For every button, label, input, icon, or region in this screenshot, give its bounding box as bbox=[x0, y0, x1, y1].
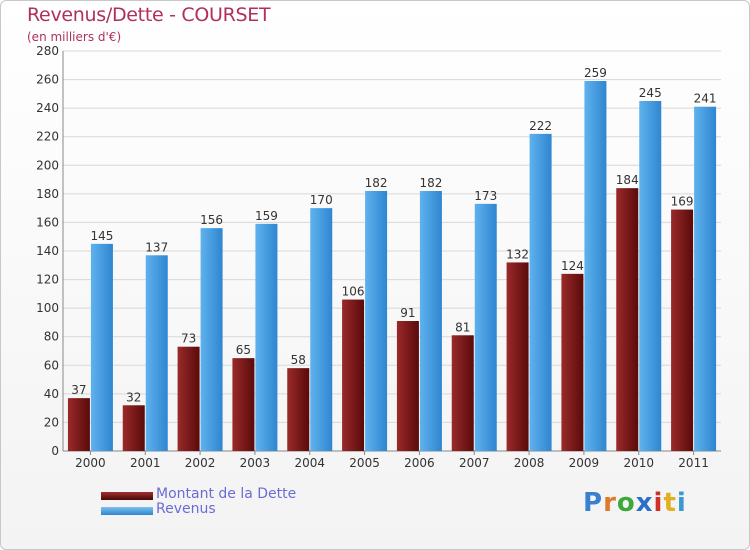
y-tick-label: 100 bbox=[36, 301, 59, 315]
bar-dette bbox=[342, 299, 365, 451]
data-label-dette: 184 bbox=[616, 173, 639, 187]
data-label-dette: 124 bbox=[561, 259, 584, 273]
data-label-dette: 73 bbox=[181, 332, 196, 346]
y-tick-label: 280 bbox=[36, 44, 59, 58]
data-label-revenus: 156 bbox=[200, 213, 223, 227]
data-label-dette: 106 bbox=[342, 285, 365, 299]
y-tick-label: 80 bbox=[44, 330, 59, 344]
y-tick-label: 40 bbox=[44, 387, 59, 401]
chart-title: Revenus/Dette - COURSET bbox=[27, 4, 271, 26]
logo-letter: P bbox=[583, 488, 604, 518]
y-tick-label: 0 bbox=[51, 444, 59, 458]
x-tick-label: 2003 bbox=[240, 456, 271, 470]
x-tick-label: 2009 bbox=[569, 456, 600, 470]
bar-dette bbox=[232, 358, 255, 451]
data-label-revenus: 173 bbox=[474, 189, 497, 203]
bar-dette bbox=[287, 368, 310, 451]
x-tick-label: 2010 bbox=[623, 456, 654, 470]
data-label-dette: 65 bbox=[236, 343, 251, 357]
legend-label-dette: Montant de la Dette bbox=[156, 486, 297, 502]
x-tick-label: 2011 bbox=[678, 456, 709, 470]
x-tick-label: 2000 bbox=[75, 456, 106, 470]
data-label-dette: 132 bbox=[506, 247, 529, 261]
bar-dette bbox=[506, 262, 529, 451]
x-tick-label: 2002 bbox=[185, 456, 216, 470]
chart-subtitle: (en milliers d'€) bbox=[27, 30, 122, 44]
data-label-dette: 58 bbox=[291, 353, 306, 367]
bar-revenus bbox=[365, 191, 388, 451]
x-tick-label: 2001 bbox=[130, 456, 161, 470]
data-label-revenus: 159 bbox=[255, 209, 278, 223]
legend-swatch-revenus bbox=[101, 507, 153, 515]
bar-revenus bbox=[694, 106, 717, 451]
data-label-revenus: 170 bbox=[310, 193, 333, 207]
y-tick-label: 260 bbox=[36, 73, 59, 87]
bar-revenus bbox=[255, 223, 278, 451]
bar-revenus bbox=[529, 133, 552, 451]
logo-letter: t bbox=[663, 488, 677, 518]
y-tick-label: 140 bbox=[36, 244, 59, 258]
bar-dette bbox=[177, 346, 200, 451]
legend-swatch-dette bbox=[101, 492, 153, 500]
x-tick-label: 2004 bbox=[294, 456, 325, 470]
bar-revenus bbox=[145, 255, 168, 451]
data-label-revenus: 145 bbox=[90, 229, 113, 243]
bar-dette bbox=[561, 273, 584, 451]
data-label-dette: 91 bbox=[400, 306, 415, 320]
x-tick-label: 2005 bbox=[349, 456, 380, 470]
proxiti-logo: Proxiti bbox=[583, 488, 687, 518]
x-tick-label: 2008 bbox=[514, 456, 545, 470]
data-label-revenus: 182 bbox=[365, 176, 388, 190]
data-label-revenus: 222 bbox=[529, 119, 552, 133]
bar-revenus bbox=[584, 81, 607, 451]
logo-letter: i bbox=[653, 488, 664, 518]
bar-revenus bbox=[639, 101, 662, 451]
bar-dette bbox=[616, 188, 639, 451]
x-tick-label: 2006 bbox=[404, 456, 435, 470]
data-label-revenus: 259 bbox=[584, 66, 607, 80]
data-label-dette: 169 bbox=[671, 195, 694, 209]
logo-letter: x bbox=[635, 488, 654, 518]
y-tick-label: 160 bbox=[36, 215, 59, 229]
bar-revenus bbox=[474, 203, 497, 451]
bar-dette bbox=[396, 321, 419, 451]
data-label-dette: 81 bbox=[455, 320, 470, 334]
bar-revenus bbox=[90, 243, 113, 451]
y-tick-label: 220 bbox=[36, 130, 59, 144]
bar-revenus bbox=[200, 228, 223, 451]
bar-revenus bbox=[419, 191, 442, 451]
legend-label-revenus: Revenus bbox=[156, 501, 216, 517]
y-tick-label: 120 bbox=[36, 273, 59, 287]
logo-letter: i bbox=[676, 488, 687, 518]
x-tick-label: 2007 bbox=[459, 456, 490, 470]
bar-dette bbox=[671, 209, 694, 451]
data-label-revenus: 137 bbox=[145, 240, 168, 254]
y-tick-label: 180 bbox=[36, 187, 59, 201]
y-tick-label: 240 bbox=[36, 101, 59, 115]
bar-revenus bbox=[310, 208, 333, 451]
data-label-revenus: 182 bbox=[419, 176, 442, 190]
bar-dette bbox=[451, 335, 474, 451]
logo-letter: r bbox=[603, 488, 617, 518]
data-label-dette: 37 bbox=[71, 383, 86, 397]
data-label-dette: 32 bbox=[126, 390, 141, 404]
logo-letter: o bbox=[616, 488, 636, 518]
bar-dette bbox=[122, 405, 145, 451]
y-tick-label: 200 bbox=[36, 158, 59, 172]
data-label-revenus: 245 bbox=[639, 86, 662, 100]
bar-dette bbox=[67, 398, 90, 451]
y-tick-label: 20 bbox=[44, 415, 59, 429]
data-label-revenus: 241 bbox=[694, 92, 717, 106]
y-tick-label: 60 bbox=[44, 358, 59, 372]
